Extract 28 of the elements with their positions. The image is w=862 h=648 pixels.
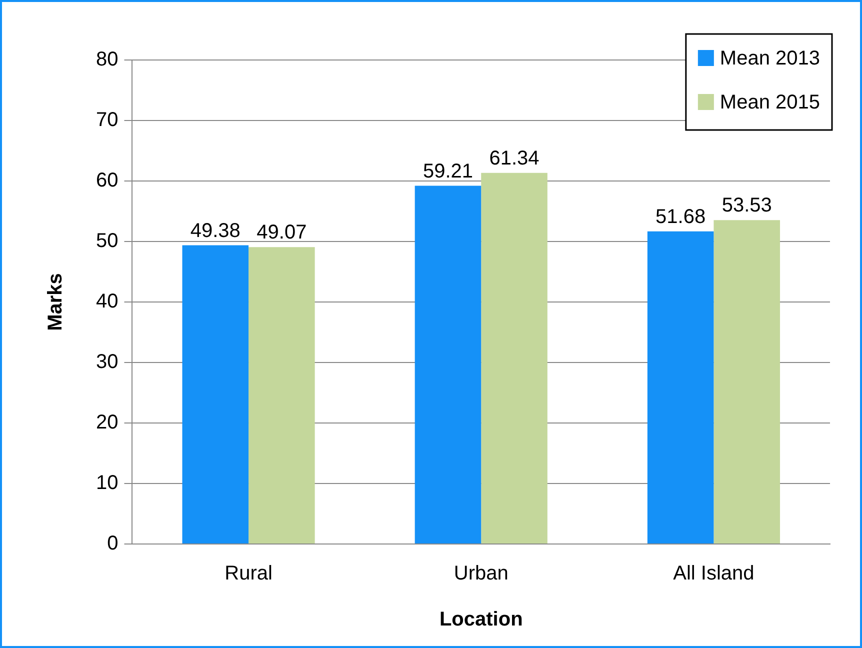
bar xyxy=(248,247,315,544)
bar xyxy=(481,172,548,544)
y-axis-title: Marks xyxy=(44,273,67,331)
bar xyxy=(414,186,482,544)
bar xyxy=(714,220,780,544)
x-axis-title: Location xyxy=(439,608,523,631)
y-tick-label: 0 xyxy=(107,532,118,555)
bar xyxy=(647,231,714,544)
data-label: 53.53 xyxy=(722,194,772,217)
y-tick-label: 10 xyxy=(96,472,118,494)
x-tick-label: Urban xyxy=(454,562,508,585)
y-tick-label: 30 xyxy=(96,351,118,374)
legend-label: Mean 2013 xyxy=(720,48,820,70)
x-tick-label: All Island xyxy=(673,562,754,585)
x-tick-label: Rural xyxy=(224,562,272,585)
data-label: 59.21 xyxy=(422,160,474,182)
legend-label: Mean 2015 xyxy=(720,92,820,114)
data-label: 51.68 xyxy=(656,206,706,228)
y-tick-label: 40 xyxy=(96,290,118,313)
bar xyxy=(182,245,249,544)
y-tick-label: 50 xyxy=(96,230,118,252)
data-label: 61.34 xyxy=(489,147,540,170)
y-tick-label: 60 xyxy=(96,170,118,192)
y-tick-label: 70 xyxy=(96,109,118,132)
data-label: 49.38 xyxy=(190,220,240,242)
data-label: 49.07 xyxy=(256,222,307,244)
y-tick-label: 80 xyxy=(96,48,118,71)
y-tick-label: 20 xyxy=(96,412,118,434)
